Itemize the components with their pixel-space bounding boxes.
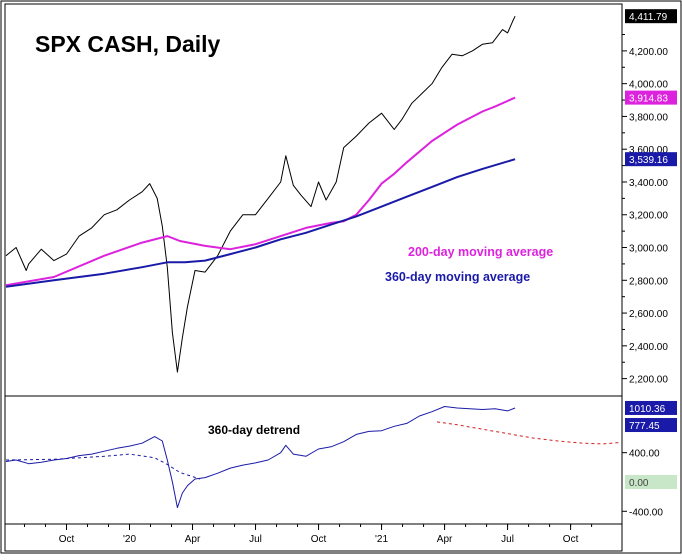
value-tag-spx: 4,411.79 <box>629 12 668 23</box>
y-tick-label: 3,600.00 <box>629 145 668 156</box>
y-tick-label: -400.00 <box>629 507 663 518</box>
value-tag-detrend-red-dashed-bg <box>625 418 677 433</box>
x-tick-label: '21 <box>375 534 388 545</box>
series-line-200-day-moving-average <box>5 96 516 287</box>
y-tick-label: 4,000.00 <box>629 80 668 91</box>
price-series-group <box>5 15 516 373</box>
xaxis-frame <box>4 523 623 552</box>
annotation-200day: 200-day moving average <box>408 245 553 259</box>
x-tick-label: Oct <box>59 534 75 545</box>
x-tick-label: '20 <box>123 534 136 545</box>
value-tag-360-day-detrend: 1010.36 <box>629 404 666 415</box>
x-tick-label: Apr <box>185 534 201 545</box>
series-line-detrend-blue-dashed <box>5 453 201 480</box>
detrend-title: 360-day detrend <box>208 423 300 437</box>
y-tick-label: 3,400.00 <box>629 178 668 189</box>
detrend-series-group <box>5 406 622 509</box>
value-tag-detrend-red-dashed: 777.45 <box>629 421 660 432</box>
annotation-360day: 360-day moving average <box>385 270 530 284</box>
zero-label: 0.00 <box>629 478 649 489</box>
x-tick-label: Apr <box>437 534 453 545</box>
series-line-360-day-detrend <box>5 406 516 509</box>
value-tag-360-day-detrend-bg <box>625 400 677 415</box>
value-tag-360-day-moving-average-bg <box>625 152 677 167</box>
value-tag-spx-bg <box>625 9 677 24</box>
zero-label-bg <box>625 474 677 489</box>
x-tick-label: Jul <box>501 534 514 545</box>
value-tag-200-day-moving-average: 3,914.83 <box>629 94 668 105</box>
chart-title: SPX CASH, Daily <box>35 31 221 57</box>
detrend-panel-frame <box>4 395 623 525</box>
x-axis-group: Oct '20 Apr Jul Oct '21 Apr Jul Oct <box>23 524 593 545</box>
series-line-spx <box>5 15 516 373</box>
y-tick-label: 4,200.00 <box>629 47 668 58</box>
y-tick-label: 3,000.00 <box>629 244 668 255</box>
series-line-detrend-red-dashed <box>436 421 622 445</box>
y-tick-label: 2,800.00 <box>629 276 668 287</box>
x-tick-label: Oct <box>311 534 327 545</box>
y-tick-label: 3,200.00 <box>629 211 668 222</box>
series-line-360-day-moving-average <box>5 158 516 288</box>
value-tags-group: 4,411.79 3,914.83 3,539.16 1010.36 777.45 <box>625 9 677 433</box>
y-tick-label: 3,800.00 <box>629 112 668 123</box>
y-axis-group: 2,200.00 2,400.00 2,600.00 2,800.00 3,000.00… <box>622 33 677 518</box>
y-tick-label: 400.00 <box>629 449 660 460</box>
y-tick-label: 2,200.00 <box>629 375 668 386</box>
y-tick-label: 2,600.00 <box>629 309 668 320</box>
x-tick-label: Jul <box>249 534 262 545</box>
x-tick-label: Oct <box>563 534 579 545</box>
value-tag-200-day-moving-average-bg <box>625 90 677 105</box>
y-tick-label: 2,400.00 <box>629 342 668 353</box>
value-tag-360-day-moving-average: 3,539.16 <box>629 155 668 166</box>
